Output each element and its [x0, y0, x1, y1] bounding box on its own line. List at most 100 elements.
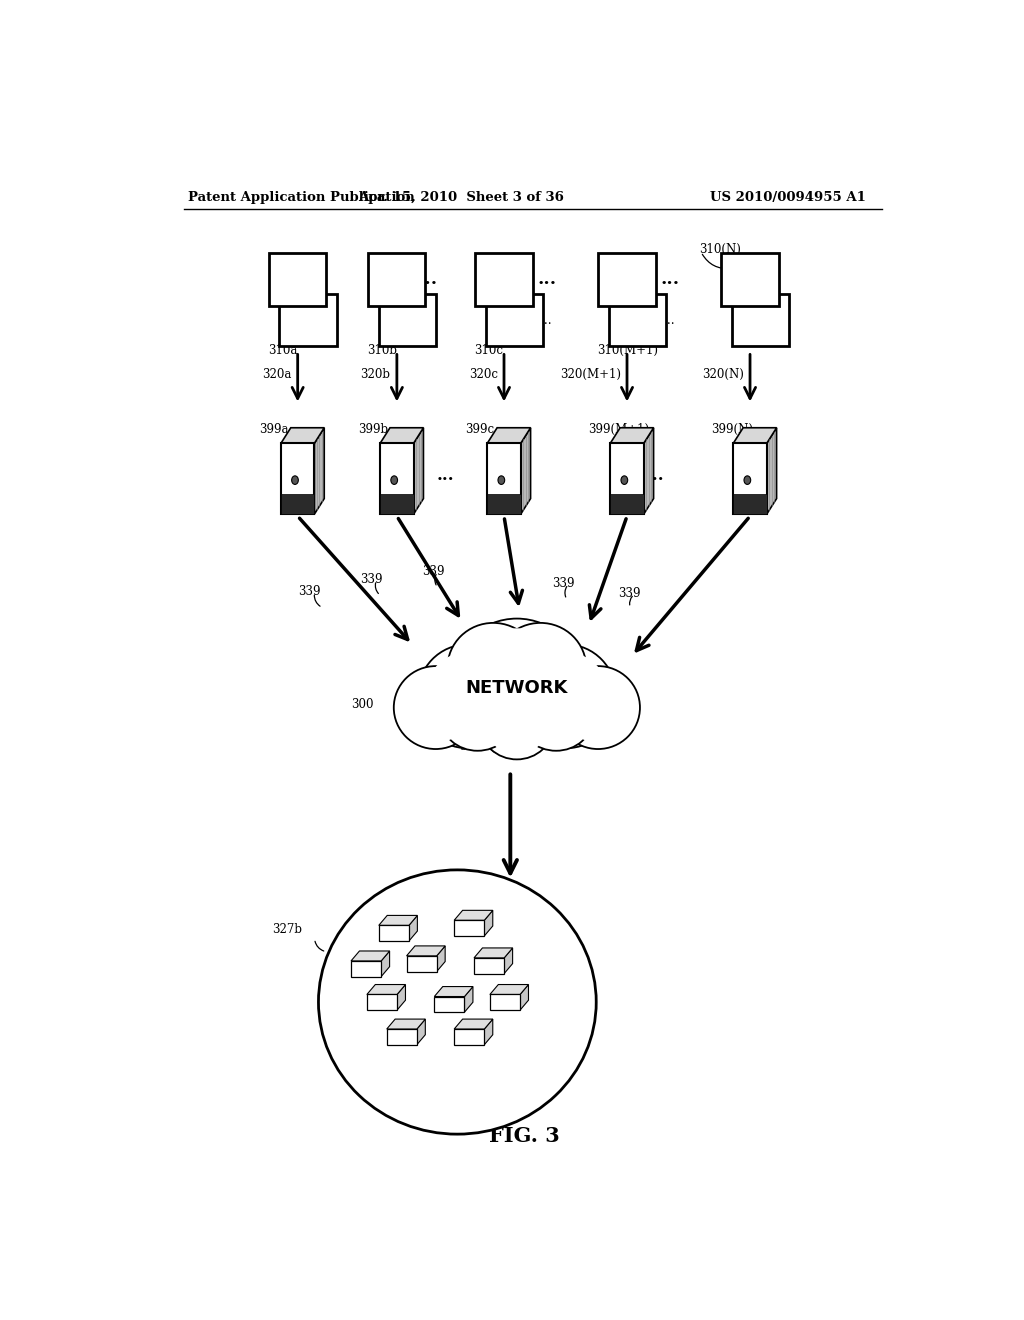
Text: ...: ...: [647, 467, 665, 483]
Text: 399c: 399c: [465, 424, 495, 437]
Ellipse shape: [455, 630, 532, 706]
Text: 399(M+1): 399(M+1): [588, 424, 649, 437]
Bar: [487, 444, 521, 515]
Bar: [610, 444, 644, 515]
Polygon shape: [644, 428, 653, 515]
Text: 399(N): 399(N): [711, 424, 753, 437]
Ellipse shape: [562, 672, 634, 743]
Bar: [379, 293, 436, 346]
Ellipse shape: [452, 619, 583, 748]
Ellipse shape: [425, 652, 509, 741]
Text: 339: 339: [299, 586, 322, 598]
Bar: [455, 1030, 484, 1044]
Text: NETWORK: NETWORK: [466, 678, 568, 697]
Polygon shape: [455, 911, 493, 920]
Text: FIG. 3: FIG. 3: [489, 1126, 560, 1146]
Text: 399b: 399b: [358, 424, 388, 437]
Text: 327b: 327b: [272, 923, 303, 936]
Text: 310c: 310c: [474, 345, 503, 358]
Polygon shape: [487, 428, 530, 444]
Text: 310b: 310b: [368, 345, 397, 358]
Polygon shape: [436, 946, 445, 972]
Text: 310(M+1): 310(M+1): [597, 345, 658, 358]
Bar: [474, 958, 504, 974]
Polygon shape: [610, 428, 653, 444]
Bar: [487, 494, 521, 515]
Text: ...: ...: [436, 467, 455, 483]
Ellipse shape: [525, 690, 588, 746]
Polygon shape: [455, 1019, 493, 1030]
Text: Patent Application Publication: Patent Application Publication: [187, 190, 415, 203]
Polygon shape: [387, 1019, 425, 1030]
Bar: [485, 293, 543, 346]
Text: 339: 339: [422, 565, 444, 578]
Ellipse shape: [517, 644, 616, 748]
Ellipse shape: [461, 628, 572, 738]
Polygon shape: [520, 985, 528, 1010]
Polygon shape: [521, 428, 530, 515]
Text: ...: ...: [538, 271, 557, 288]
Circle shape: [498, 475, 505, 484]
Polygon shape: [465, 986, 473, 1012]
Bar: [610, 494, 644, 515]
Circle shape: [391, 475, 397, 484]
Text: 320b: 320b: [360, 368, 390, 381]
Bar: [281, 444, 314, 515]
Ellipse shape: [495, 623, 587, 713]
Text: 310a: 310a: [268, 345, 297, 358]
Polygon shape: [407, 946, 445, 956]
Text: 347b: 347b: [459, 739, 488, 752]
Bar: [351, 961, 381, 977]
Circle shape: [744, 475, 751, 484]
Text: 320(N): 320(N): [701, 368, 743, 381]
Text: 320c: 320c: [469, 368, 498, 381]
Bar: [407, 956, 436, 972]
Bar: [475, 253, 532, 306]
Ellipse shape: [441, 685, 514, 751]
Text: 339: 339: [553, 577, 575, 590]
Text: 320(M+1): 320(M+1): [560, 368, 621, 381]
Polygon shape: [314, 428, 325, 515]
Polygon shape: [434, 986, 473, 997]
Ellipse shape: [485, 696, 548, 754]
Polygon shape: [733, 428, 776, 444]
Bar: [380, 444, 414, 515]
Polygon shape: [281, 428, 325, 444]
Polygon shape: [484, 1019, 493, 1044]
Polygon shape: [351, 950, 389, 961]
Text: 320a: 320a: [262, 368, 291, 381]
Bar: [732, 293, 788, 346]
Polygon shape: [379, 915, 418, 925]
Text: ...: ...: [542, 314, 553, 326]
Text: 300: 300: [351, 698, 374, 711]
Text: 399a: 399a: [259, 424, 288, 437]
Bar: [489, 994, 520, 1010]
Circle shape: [292, 475, 298, 484]
Bar: [387, 1030, 417, 1044]
Polygon shape: [380, 428, 424, 444]
Polygon shape: [397, 985, 406, 1010]
Bar: [281, 494, 314, 515]
Bar: [367, 994, 397, 1010]
Ellipse shape: [480, 690, 554, 759]
Ellipse shape: [394, 667, 477, 748]
Circle shape: [621, 475, 628, 484]
Ellipse shape: [524, 652, 609, 741]
Text: US 2010/0094955 A1: US 2010/0094955 A1: [711, 190, 866, 203]
Polygon shape: [417, 1019, 425, 1044]
Bar: [379, 925, 409, 941]
Bar: [269, 253, 327, 306]
Polygon shape: [409, 915, 418, 941]
Bar: [380, 494, 414, 515]
Polygon shape: [504, 948, 513, 974]
Ellipse shape: [318, 870, 596, 1134]
Ellipse shape: [447, 623, 539, 713]
Polygon shape: [484, 911, 493, 936]
Ellipse shape: [446, 690, 509, 746]
Bar: [733, 494, 767, 515]
Polygon shape: [767, 428, 776, 515]
Bar: [733, 444, 767, 515]
Polygon shape: [381, 950, 389, 977]
Text: Apr. 15, 2010  Sheet 3 of 36: Apr. 15, 2010 Sheet 3 of 36: [358, 190, 564, 203]
Bar: [434, 997, 465, 1012]
